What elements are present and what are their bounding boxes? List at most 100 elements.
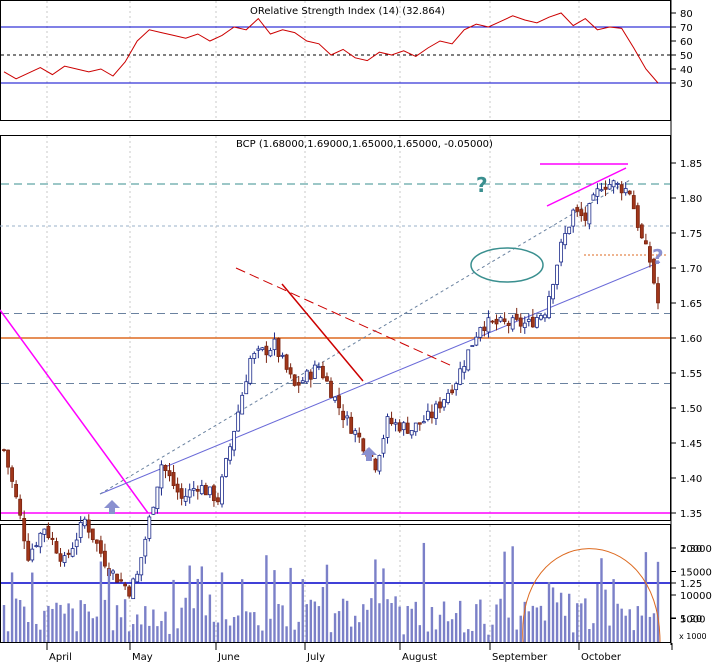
candle-body <box>329 380 333 398</box>
candle-body <box>179 488 184 499</box>
volume-bar <box>309 599 313 642</box>
volume-bar <box>156 626 159 642</box>
candle-body <box>498 317 503 322</box>
candle-body <box>333 396 337 401</box>
volume-bar <box>140 624 143 642</box>
candle-body <box>494 318 499 325</box>
x-axis-month-labels: April May June July August September October <box>46 643 673 663</box>
price-tick-label: 1.65 <box>680 299 702 310</box>
volume-tick-label: 15000 <box>680 568 712 579</box>
volume-bar <box>236 615 240 642</box>
candle-body <box>94 539 99 544</box>
volume-bar <box>22 606 26 642</box>
volume-bar <box>297 621 300 642</box>
volume-bar <box>519 615 522 642</box>
candle-body <box>555 264 559 285</box>
volume-bar <box>527 611 531 642</box>
volume-bar <box>463 632 466 642</box>
candle-body <box>244 381 249 395</box>
volume-bar <box>422 542 426 642</box>
volume-bar <box>107 568 111 642</box>
volume-bar <box>349 626 353 642</box>
volume-bar <box>580 603 583 642</box>
candle-body <box>284 354 289 370</box>
candle-body <box>288 367 293 375</box>
volume-bar <box>374 559 377 642</box>
candle-body <box>534 317 539 328</box>
volume-bar <box>51 608 54 642</box>
volume-bar <box>87 611 90 642</box>
rsi-tick-label: 80 <box>680 9 693 20</box>
rsi-tick-label: 40 <box>680 65 693 76</box>
volume-bar <box>531 605 535 642</box>
candle-body <box>409 430 414 436</box>
candle-body <box>86 519 91 533</box>
price-tick-label: 1.75 <box>680 229 702 240</box>
volume-bar <box>164 611 167 642</box>
candle-body <box>111 570 115 574</box>
candle-body <box>543 314 547 319</box>
candle-body <box>413 422 418 433</box>
volume-bar <box>386 599 389 642</box>
price-axis-ticks: 1.20 1.25 1.30 1.35 1.40 1.45 1.50 1.55 1.60 1.65… <box>671 159 702 625</box>
volume-bar <box>458 600 462 642</box>
volume-bar <box>644 552 648 642</box>
candle-body <box>248 358 253 384</box>
volume-bar <box>313 601 317 642</box>
candle-body <box>603 186 608 190</box>
candle-body <box>224 458 228 477</box>
volume-highlight-arc <box>522 548 661 643</box>
volume-bar <box>446 621 450 642</box>
volume-bar <box>245 611 248 642</box>
candle-body <box>619 184 624 194</box>
candle-body <box>425 410 430 420</box>
candle-body <box>539 315 543 320</box>
candle-body <box>220 476 224 505</box>
candle-body <box>232 430 237 451</box>
candle-body <box>103 550 107 567</box>
volume-bar <box>572 632 575 642</box>
price-tick-label: 1.70 <box>680 264 702 275</box>
candle-body <box>648 246 652 263</box>
candle-body <box>611 180 616 188</box>
volume-bar <box>600 558 603 642</box>
candle-body <box>353 430 358 435</box>
candle-body <box>393 422 398 425</box>
month-label: August <box>402 652 437 662</box>
month-label: October <box>581 652 622 662</box>
long-uptrend-line <box>99 261 661 495</box>
volume-bar <box>487 634 490 642</box>
volume-bar <box>212 621 216 642</box>
dashed-resistance-line <box>235 267 453 367</box>
candle-body <box>345 415 350 419</box>
candle-body <box>304 370 309 383</box>
volume-bar <box>6 631 10 642</box>
volume-bar <box>567 593 571 642</box>
volume-bar <box>253 612 256 642</box>
volume-bars <box>2 542 660 642</box>
volume-bar <box>192 608 195 642</box>
candle-body <box>639 224 644 239</box>
volume-bar <box>83 603 86 642</box>
candle-body <box>571 209 576 227</box>
volume-bar <box>321 587 325 642</box>
candle-body <box>341 410 346 421</box>
candle-body <box>191 488 196 491</box>
triangle-bottom-line <box>546 167 627 207</box>
month-label: May <box>132 652 153 662</box>
volume-bar <box>333 613 337 642</box>
candle-body <box>325 376 329 382</box>
month-label: April <box>49 652 72 662</box>
candle-body <box>203 484 208 496</box>
candle-body <box>357 432 362 438</box>
volume-bar <box>588 629 591 642</box>
price-tick-label: 1.40 <box>680 474 702 485</box>
candle-body <box>389 417 394 425</box>
candle-body <box>115 573 119 583</box>
candle-body <box>316 366 321 368</box>
candle-body <box>272 338 277 351</box>
volume-bar <box>584 598 587 642</box>
volume-bar <box>136 614 139 642</box>
volume-bar <box>99 561 103 642</box>
